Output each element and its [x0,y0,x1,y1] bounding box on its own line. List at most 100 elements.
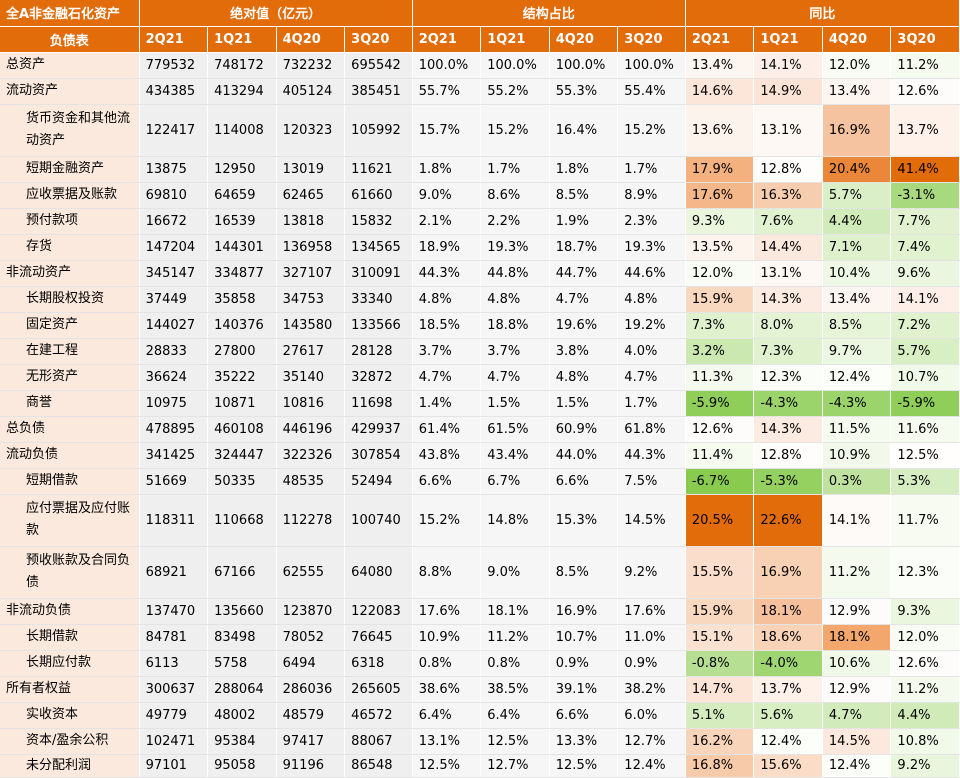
yoy-heat-cell: 17.6% [685,182,755,209]
structure-share-cell: 8.6% [480,182,550,209]
row-label: 长期借款 [0,624,140,651]
absolute-value-cell: 136958 [276,234,346,261]
row-label: 非流动资产 [0,260,140,287]
table-row: 总负债 478895 460108 446196 429937 61.4% 61.5% 60.… [0,416,960,443]
absolute-value-cell: 68921 [139,546,209,599]
absolute-value-cell: 33340 [344,286,413,313]
row-label: 无形资产 [0,364,140,391]
structure-share-cell: 15.3% [549,494,619,547]
yoy-heat-cell: 12.6% [685,416,755,443]
yoy-heat-cell: 12.0% [890,624,960,651]
absolute-value-cell: 27617 [276,338,346,365]
structure-share-cell: 6.4% [412,702,482,729]
yoy-heat-cell: -5.9% [890,390,960,417]
structure-share-cell: 4.7% [549,286,619,313]
structure-share-cell: 19.3% [617,234,686,261]
absolute-value-cell: 105992 [344,104,413,157]
row-label: 实收资本 [0,702,140,729]
yoy-heat-cell: 41.4% [890,156,960,183]
yoy-heat-cell: 11.6% [890,416,960,443]
absolute-value-cell: 143580 [276,312,346,339]
absolute-value-cell: 48002 [207,702,277,729]
yoy-heat-cell: 12.6% [890,650,960,677]
structure-share-cell: 18.1% [480,598,550,625]
yoy-heat-cell: 14.7% [685,676,755,703]
row-label: 应付票据及应付账款 [0,494,140,547]
yoy-heat-cell: 13.5% [685,234,755,261]
absolute-value-cell: 88067 [344,728,413,755]
absolute-value-cell: 49779 [139,702,209,729]
structure-share-cell: 3.7% [480,338,550,365]
absolute-value-cell: 118311 [139,494,209,547]
table-row: 无形资产 36624 35222 35140 32872 4.7% 4.7% 4.8% 4.7%… [0,364,960,391]
period-header: 4Q20 [549,26,619,53]
structure-share-cell: 55.3% [549,78,619,105]
structure-share-cell: 4.7% [617,364,686,391]
yoy-heat-cell: 9.7% [822,338,892,365]
absolute-value-cell: 135660 [207,598,277,625]
yoy-heat-cell: 22.6% [753,494,823,547]
yoy-heat-cell: -6.7% [685,468,755,495]
yoy-heat-cell: 5.3% [890,468,960,495]
absolute-value-cell: 28833 [139,338,209,365]
structure-share-cell: 10.7% [549,624,619,651]
absolute-value-cell: 86548 [344,754,413,778]
row-label: 流动资产 [0,78,140,105]
absolute-value-cell: 385451 [344,78,413,105]
yoy-heat-cell: 15.6% [753,754,823,778]
header-row-periods: 负债表 2Q21 1Q21 4Q20 3Q20 2Q21 1Q21 4Q20 3… [0,26,960,53]
absolute-value-cell: 114008 [207,104,277,157]
yoy-heat-cell: 18.1% [822,624,892,651]
absolute-value-cell: 15832 [344,208,413,235]
structure-share-cell: 0.9% [617,650,686,677]
structure-share-cell: 0.8% [412,650,482,677]
structure-share-cell: 12.5% [480,728,550,755]
structure-share-cell: 2.2% [480,208,550,235]
structure-share-cell: 9.0% [412,182,482,209]
yoy-heat-cell: 11.3% [685,364,755,391]
absolute-value-cell: 69810 [139,182,209,209]
structure-share-cell: 2.1% [412,208,482,235]
yoy-heat-cell: 5.1% [685,702,755,729]
yoy-heat-cell: 12.3% [890,546,960,599]
absolute-value-cell: 6494 [276,650,346,677]
absolute-value-cell: 341425 [139,442,209,469]
absolute-value-cell: 779532 [139,52,209,79]
absolute-value-cell: 34753 [276,286,346,313]
yoy-heat-cell: 11.5% [822,416,892,443]
yoy-heat-cell: 12.4% [753,728,823,755]
structure-share-cell: 10.9% [412,624,482,651]
period-header: 3Q20 [617,26,686,53]
yoy-heat-cell: 14.4% [753,234,823,261]
structure-share-cell: 19.2% [617,312,686,339]
absolute-value-cell: 732232 [276,52,346,79]
absolute-value-cell: 446196 [276,416,346,443]
row-label: 应收票据及账款 [0,182,140,209]
table-row: 应付票据及应付账款 118311 110668 112278 100740 15.2% 14… [0,494,960,547]
absolute-value-cell: 84781 [139,624,209,651]
structure-share-cell: 8.5% [549,182,619,209]
yoy-heat-cell: 7.3% [753,338,823,365]
structure-share-cell: 13.3% [549,728,619,755]
yoy-heat-cell: 9.6% [890,260,960,287]
structure-share-cell: 38.2% [617,676,686,703]
yoy-heat-cell: 16.2% [685,728,755,755]
structure-share-cell: 14.8% [480,494,550,547]
yoy-heat-cell: -3.1% [890,182,960,209]
structure-share-cell: 12.5% [412,754,482,778]
structure-share-cell: 60.9% [549,416,619,443]
absolute-value-cell: 147204 [139,234,209,261]
structure-share-cell: 100.0% [549,52,619,79]
table-row: 流动资产 434385 413294 405124 385451 55.7% 55.2% 55… [0,78,960,105]
structure-share-cell: 61.4% [412,416,482,443]
yoy-heat-cell: 10.7% [890,364,960,391]
absolute-value-cell: 10871 [207,390,277,417]
yoy-heat-cell: 20.4% [822,156,892,183]
absolute-value-cell: 460108 [207,416,277,443]
group-header-structure: 结构占比 [412,0,686,27]
header-row-groups: 全A非金融石化资产 绝对值（亿元） 结构占比 同比 [0,0,960,27]
absolute-value-cell: 16672 [139,208,209,235]
absolute-value-cell: 112278 [276,494,346,547]
row-label: 预收账款及合同负债 [0,546,140,599]
